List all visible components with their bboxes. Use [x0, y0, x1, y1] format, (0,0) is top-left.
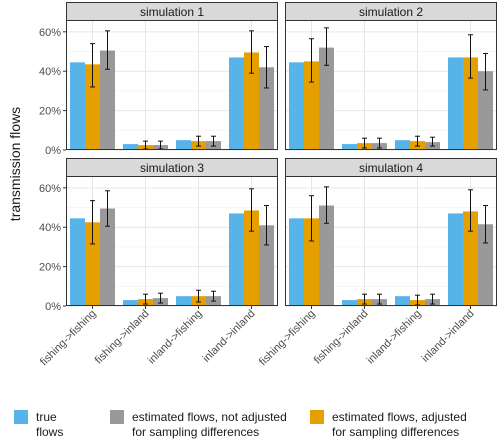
p1-bar-not_adjusted [100, 50, 115, 150]
p4-bar-true [395, 296, 410, 306]
p1-bar-true [176, 140, 191, 150]
x-tick-label: inland->inland [200, 308, 257, 365]
p3-bar-adjusted [85, 222, 100, 306]
p4-bar-not_adjusted [478, 224, 493, 306]
legend-swatch-not-adjusted [110, 410, 124, 424]
faceted-bar-chart: simulation 1 0% 20% 40% 60% simulation 2 simul… [7, 2, 497, 369]
p1-bar-adjusted [85, 64, 100, 150]
p3-bar-adjusted [244, 210, 259, 306]
x-tick-label: inland->fishing [146, 308, 205, 367]
y-tick-label: 20% [39, 262, 61, 274]
y-tick-label: 40% [39, 222, 61, 234]
y-tick-label: 60% [39, 183, 61, 195]
legend-swatch-adjusted [310, 410, 324, 424]
legend-label-not-adjusted: estimated flows, not adjusted for sampli… [132, 410, 287, 439]
p2-bar-not_adjusted [478, 71, 493, 150]
p4-bar-adjusted [304, 218, 319, 306]
y-tick-label: 0% [45, 145, 61, 157]
p3-bar-true [123, 300, 138, 306]
p1-bar-adjusted [244, 52, 259, 150]
p4-bar-adjusted [463, 211, 478, 306]
p2-bar-true [448, 57, 463, 151]
p4-bar-true [289, 218, 304, 306]
legend: true flows estimated flows, not adjusted… [14, 410, 494, 446]
p4-bar-true [448, 213, 463, 306]
p2-bar-true [342, 144, 357, 150]
panel-title: simulation 3 [140, 161, 204, 175]
x-tick-label: fishing->inland [93, 308, 152, 367]
p3-bar-not_adjusted [259, 225, 274, 306]
x-tick-label: fishing->fishing [257, 308, 318, 369]
y-axis-label: transmission flows [7, 107, 23, 221]
panel-border [66, 20, 278, 150]
legend-swatch-true [14, 410, 28, 424]
x-tick-label: fishing->fishing [38, 308, 99, 369]
p1-bar-true [70, 62, 85, 151]
panel-border [66, 176, 278, 306]
y-tick-label: 0% [45, 301, 61, 313]
y-tick-label: 60% [39, 27, 61, 39]
p1-bar-true [229, 57, 244, 151]
p1-bar-true [123, 144, 138, 150]
p3-bar-true [229, 213, 244, 306]
p4-bar-not_adjusted [319, 205, 334, 306]
y-tick-label: 20% [39, 106, 61, 118]
p3-bar-not_adjusted [100, 208, 115, 306]
p2-bar-adjusted [463, 57, 478, 151]
p3-bar-true [176, 296, 191, 306]
panel-title: simulation 1 [140, 5, 204, 19]
legend-label-adjusted: estimated flows, adjusted for sampling d… [332, 410, 467, 439]
p3-bar-true [70, 218, 85, 306]
panel-title: simulation 2 [359, 5, 423, 19]
p4-bar-true [342, 300, 357, 306]
x-tick-label: inland->inland [419, 308, 476, 365]
p2-bar-true [289, 62, 304, 151]
x-tick-label: fishing->inland [312, 308, 371, 367]
legend-label-true: true flows [36, 410, 64, 439]
p2-bar-true [395, 140, 410, 150]
y-tick-label: 40% [39, 66, 61, 78]
panel-border [285, 20, 497, 150]
p2-bar-not_adjusted [319, 47, 334, 150]
x-tick-label: inland->fishing [365, 308, 424, 367]
p2-bar-adjusted [304, 61, 319, 151]
panel-border [285, 176, 497, 306]
p1-bar-not_adjusted [259, 67, 274, 150]
panel-title: simulation 4 [359, 161, 423, 175]
